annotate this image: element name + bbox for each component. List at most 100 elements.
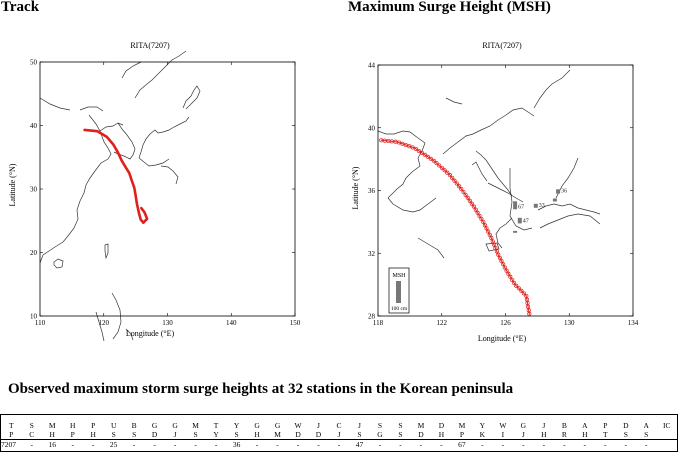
track-marker — [527, 311, 532, 316]
track-marker — [437, 163, 442, 168]
msh-map-xlabel: Longitude (°E) — [478, 334, 527, 343]
track-marker — [452, 178, 457, 183]
track-marker — [499, 259, 504, 264]
station-label: 47 — [523, 218, 529, 224]
surge-value: - — [492, 439, 514, 450]
station-label: 36 — [561, 189, 567, 195]
track-heading: Track — [1, 0, 40, 15]
track-marker — [454, 181, 459, 186]
track-marker — [439, 165, 444, 170]
track-marker — [445, 170, 450, 175]
track-path — [83, 128, 149, 224]
y-tick-label: 36 — [368, 187, 376, 195]
track-marker — [442, 168, 447, 173]
surge-value: - — [308, 439, 329, 450]
surge-value: - — [554, 439, 575, 450]
track-marker — [463, 192, 468, 197]
x-tick-label: 126 — [500, 319, 511, 327]
surge-value: - — [21, 439, 42, 450]
track-marker — [493, 246, 498, 251]
x-tick-label: 110 — [35, 319, 46, 327]
surge-value: - — [287, 439, 309, 450]
track-marker — [514, 283, 519, 288]
surge-value — [656, 439, 677, 450]
track-marker — [461, 189, 466, 195]
track-marker — [490, 239, 495, 244]
track-marker — [492, 242, 497, 247]
track-marker — [413, 146, 418, 151]
station-label: 33 — [539, 203, 545, 209]
track-map: RITA(7207) 110 120 130 140 150 10 20 30 40 50 Lon… — [8, 41, 301, 342]
track-marker — [501, 262, 506, 267]
track-marker — [519, 288, 524, 293]
track-map-figure: RITA(7207) 110 120 130 140 150 10 20 30 40 50 Lon… — [0, 38, 301, 348]
surge-value: - — [595, 439, 616, 450]
surge-value: 67 — [451, 439, 473, 450]
track-marker — [428, 156, 433, 161]
coastline — [39, 50, 201, 342]
station-bar — [513, 201, 518, 210]
msh-map-ylabel: Latitude (°N) — [351, 166, 360, 209]
x-tick-label: 134 — [628, 319, 639, 327]
station-bar — [513, 230, 518, 233]
surge-value: - — [431, 439, 452, 450]
surge-value: - — [144, 439, 165, 450]
station-label: 67 — [518, 204, 524, 210]
map-frame — [39, 61, 296, 317]
track-marker — [400, 141, 405, 146]
track-marker — [494, 249, 499, 254]
surge-value: - — [533, 439, 555, 450]
surge-value: - — [513, 439, 534, 450]
track-marker — [510, 277, 515, 282]
track-marker — [521, 291, 526, 296]
surge-value: - — [390, 439, 411, 450]
y-tick-label: 28 — [368, 313, 376, 321]
track-path — [379, 138, 532, 316]
surge-value: - — [185, 439, 206, 450]
table-title: Observed maximum storm surge heights at … — [8, 381, 514, 397]
msh-heading: Maximum Surge Height (MSH) — [348, 0, 551, 15]
x-tick-label: 130 — [564, 319, 575, 327]
track-marker — [482, 223, 487, 228]
y-tick-label: 50 — [30, 59, 38, 67]
surge-value: 7207 — [1, 439, 22, 450]
station-bar — [533, 203, 538, 208]
msh-map-axes: 118 122 126 130 134 28 32 36 40 44 — [368, 62, 639, 328]
track-marker — [457, 184, 462, 189]
legend-title: MSH — [392, 273, 406, 279]
y-tick-label: 10 — [30, 313, 38, 321]
station-markers: 36 67 33 47 — [513, 189, 567, 233]
track-marker — [419, 150, 424, 155]
surge-value: - — [472, 439, 493, 450]
station-bar — [552, 198, 557, 202]
y-tick-label: 44 — [368, 62, 376, 70]
surge-value: 16 — [41, 439, 63, 450]
track-marker — [425, 154, 430, 159]
surge-value: - — [246, 439, 268, 450]
msh-legend: MSH 100 cm — [388, 267, 410, 314]
track-marker — [484, 226, 489, 231]
y-tick-label: 30 — [30, 186, 38, 194]
station-bar — [517, 217, 522, 224]
surge-value: - — [410, 439, 432, 450]
track-marker — [512, 280, 517, 286]
station-bar — [556, 189, 561, 194]
surge-value: - — [267, 439, 288, 450]
track-marker — [475, 210, 480, 215]
